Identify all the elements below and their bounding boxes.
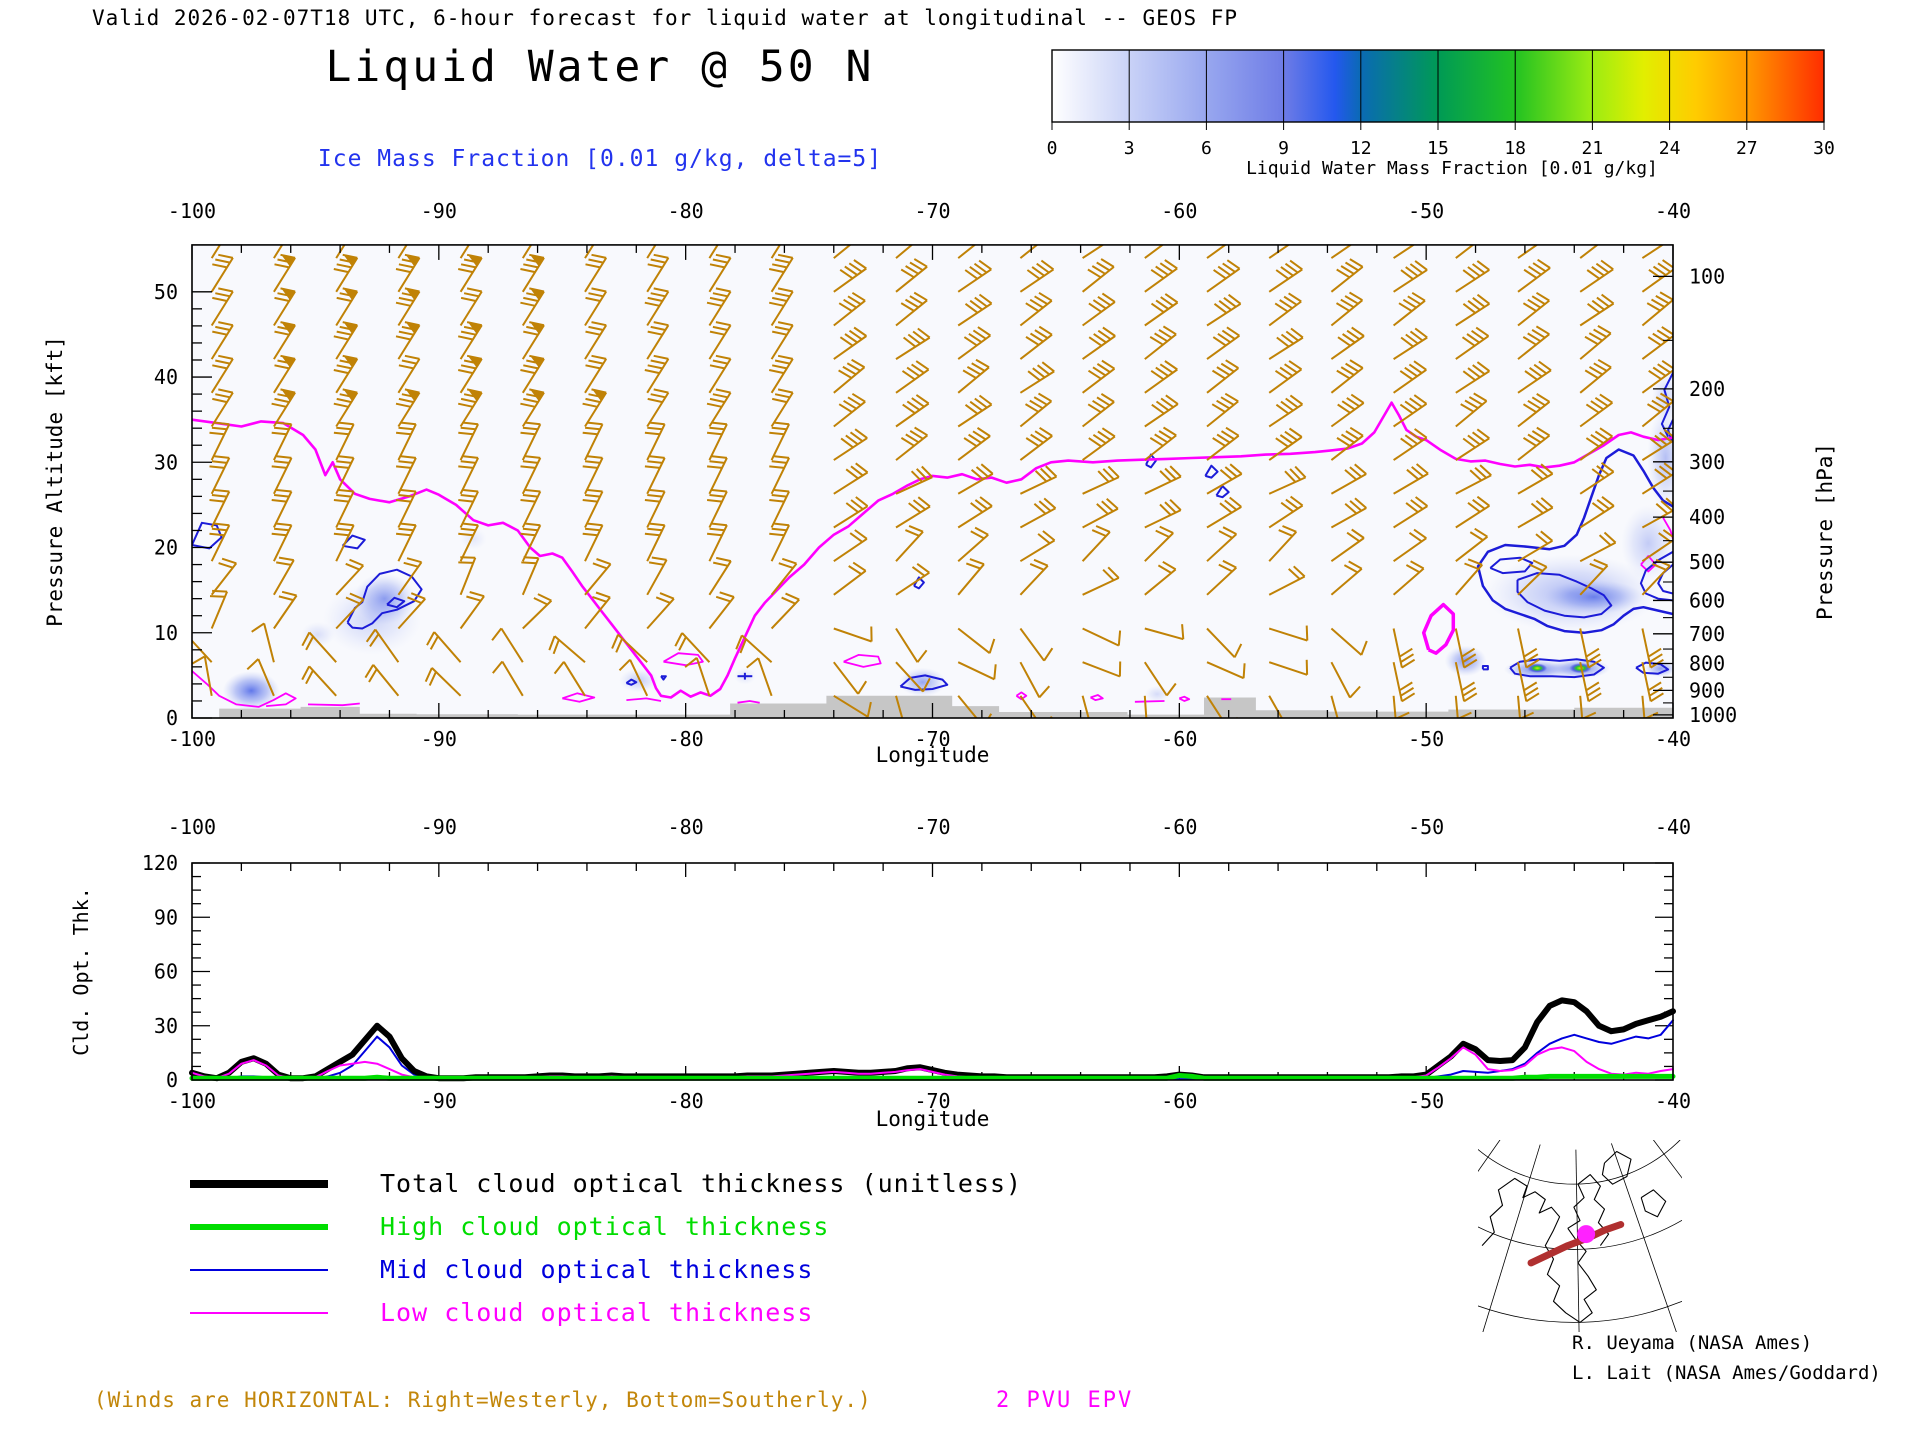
svg-text:-90: -90 [421, 727, 457, 751]
svg-text:60: 60 [154, 960, 178, 984]
svg-text:Cld. Opt. Thk.: Cld. Opt. Thk. [69, 887, 93, 1056]
svg-text:24: 24 [1659, 138, 1681, 159]
svg-text:-50: -50 [1408, 199, 1444, 223]
legend-label: High cloud optical thickness [380, 1212, 830, 1241]
svg-text:800: 800 [1689, 652, 1725, 676]
svg-text:-60: -60 [1161, 1089, 1197, 1113]
optical-thickness-chart: -100 -100 -90 -90 -80 -80 -70 -70 -60 -60 -50 -50 -4… [69, 815, 1691, 1131]
colorbar-label: Liquid Water Mass Fraction [0.01 g/kg] [1246, 158, 1658, 179]
svg-text:-100: -100 [168, 815, 216, 839]
svg-text:-100: -100 [168, 727, 216, 751]
svg-text:Pressure [hPa]: Pressure [hPa] [1813, 443, 1837, 620]
svg-text:300: 300 [1689, 450, 1725, 474]
svg-text:Pressure Altitude [kft]: Pressure Altitude [kft] [43, 336, 67, 627]
legend-item-mid: Mid cloud optical thickness [190, 1248, 1022, 1291]
svg-text:-70: -70 [914, 815, 950, 839]
svg-text:-60: -60 [1161, 199, 1197, 223]
svg-text:1000: 1000 [1689, 703, 1737, 727]
svg-text:15: 15 [1427, 138, 1449, 159]
svg-text:0: 0 [166, 706, 178, 730]
svg-text:40: 40 [154, 365, 178, 389]
cross-section-chart: -100 -100 -90 -90 -80 -80 -70 -70 -60 -60 -50 -50 -4… [43, 199, 1837, 767]
page-title: Liquid Water @ 50 N [325, 42, 875, 92]
total-line-swatch [190, 1179, 328, 1188]
svg-text:30: 30 [1813, 138, 1835, 159]
subtitle-ice-mass-fraction: Ice Mass Fraction [0.01 g/kg, delta=5] [317, 146, 883, 172]
svg-text:21: 21 [1582, 138, 1604, 159]
svg-text:-60: -60 [1161, 727, 1197, 751]
svg-text:-50: -50 [1408, 815, 1444, 839]
svg-text:-90: -90 [421, 1089, 457, 1113]
svg-text:-70: -70 [914, 199, 950, 223]
svg-text:700: 700 [1689, 622, 1725, 646]
svg-text:-60: -60 [1161, 815, 1197, 839]
legend: Total cloud optical thickness (unitless)… [190, 1162, 1022, 1334]
svg-text:-90: -90 [421, 815, 457, 839]
svg-text:-40: -40 [1655, 199, 1691, 223]
svg-text:-40: -40 [1655, 1089, 1691, 1113]
svg-text:50: 50 [154, 280, 178, 304]
svg-text:-50: -50 [1408, 727, 1444, 751]
low-line-swatch [190, 1311, 328, 1314]
svg-text:27: 27 [1736, 138, 1758, 159]
svg-text:90: 90 [154, 905, 178, 929]
legend-label: Mid cloud optical thickness [380, 1255, 814, 1284]
svg-text:Longitude: Longitude [876, 743, 990, 767]
svg-text:0: 0 [166, 1068, 178, 1092]
svg-text:0: 0 [1047, 138, 1058, 159]
svg-text:-100: -100 [168, 1089, 216, 1113]
svg-text:200: 200 [1689, 377, 1725, 401]
svg-text:9: 9 [1278, 138, 1289, 159]
legend-label: Total cloud optical thickness (unitless) [380, 1169, 1023, 1198]
svg-text:12: 12 [1350, 138, 1372, 159]
svg-text:120: 120 [142, 851, 178, 875]
colorbar-gradient: 0 3 6 9 12 15 18 21 24 27 30 [1047, 49, 1835, 159]
credit-line-1: R. Ueyama (NASA Ames) [1572, 1332, 1813, 1354]
winds-note: (Winds are HORIZONTAL: Right=Westerly, B… [94, 1388, 872, 1412]
svg-text:-70: -70 [914, 1089, 950, 1113]
valid-time-line: Valid 2026-02-07T18 UTC, 6-hour forecast… [92, 6, 1239, 30]
svg-text:6: 6 [1201, 138, 1212, 159]
svg-text:-70: -70 [914, 727, 950, 751]
svg-text:-50: -50 [1408, 1089, 1444, 1113]
map-inset-cross-section-track [1478, 1140, 1682, 1332]
legend-item-low: Low cloud optical thickness [190, 1291, 1022, 1334]
svg-text:-100: -100 [168, 199, 216, 223]
svg-text:-80: -80 [668, 199, 704, 223]
svg-text:-40: -40 [1655, 815, 1691, 839]
svg-text:900: 900 [1689, 678, 1725, 702]
svg-text:600: 600 [1689, 588, 1725, 612]
svg-text:Longitude: Longitude [876, 1107, 990, 1131]
mid-line-swatch [190, 1268, 328, 1271]
svg-text:-90: -90 [421, 199, 457, 223]
credit-line-2: L. Lait (NASA Ames/Goddard) [1572, 1362, 1881, 1384]
svg-text:30: 30 [154, 450, 178, 474]
svg-text:500: 500 [1689, 550, 1725, 574]
svg-text:-80: -80 [668, 1089, 704, 1113]
legend-item-total: Total cloud optical thickness (unitless) [190, 1162, 1022, 1205]
epv-contour-label: 2 PVU EPV [996, 1388, 1134, 1413]
svg-text:-40: -40 [1655, 727, 1691, 751]
svg-text:30: 30 [154, 1014, 178, 1038]
svg-text:400: 400 [1689, 505, 1725, 529]
svg-text:20: 20 [154, 536, 178, 560]
svg-text:-80: -80 [668, 815, 704, 839]
svg-text:-80: -80 [668, 727, 704, 751]
legend-label: Low cloud optical thickness [380, 1298, 814, 1327]
high-line-swatch [190, 1223, 328, 1230]
svg-text:3: 3 [1124, 138, 1135, 159]
legend-item-high: High cloud optical thickness [190, 1205, 1022, 1248]
colorbar: 0 3 6 9 12 15 18 21 24 27 30 [1046, 46, 1858, 186]
svg-text:18: 18 [1504, 138, 1526, 159]
svg-text:100: 100 [1689, 264, 1725, 288]
svg-text:10: 10 [154, 621, 178, 645]
